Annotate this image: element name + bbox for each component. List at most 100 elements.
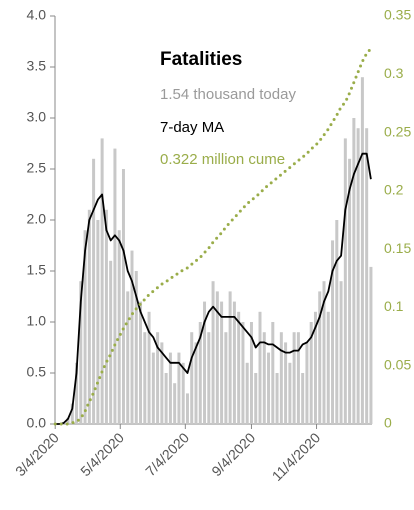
bar [254,373,258,424]
bar [271,322,275,424]
bar [352,118,356,424]
y-tick-label: 4.0 [27,7,47,23]
bar [168,352,172,424]
y-tick-label: 1.0 [27,313,47,329]
bar [365,128,369,424]
bar [288,362,292,424]
bar [275,373,279,424]
bar [66,417,70,424]
bar [258,311,262,424]
bar [326,311,330,424]
bar [279,332,283,424]
y2-tick-label: 0.1 [384,298,404,314]
bar [262,332,266,424]
bar [215,291,219,424]
x-tick-label: 9/4/2020 [208,429,258,479]
bar [331,240,335,424]
bar [207,332,211,424]
bar [173,383,177,424]
bar [339,281,343,424]
bar [143,332,147,424]
bar [313,311,317,424]
bar [203,301,207,424]
bar [160,342,164,424]
bar [232,301,236,424]
bar [109,260,113,424]
bar [369,266,373,424]
x-tick-label: 11/4/2020 [269,429,324,484]
y2-tick-label: 0.2 [384,182,404,198]
bar [245,362,249,424]
bar [181,362,185,424]
bar [147,311,151,424]
bar [104,209,108,424]
bar [177,352,181,424]
bar [360,77,364,424]
bar [75,362,79,424]
y2-tick-label: 0.3 [384,65,404,81]
ma-line [55,152,372,425]
bar [296,332,300,424]
bar [322,281,326,424]
bar [237,311,241,424]
bar [211,281,215,424]
bar [194,342,198,424]
bar [335,220,339,424]
bar [185,393,189,424]
bar [284,342,288,424]
y2-tick-label: 0.25 [384,123,411,139]
bar [70,403,74,424]
y-tick-label: 2.5 [27,160,47,176]
y2-tick-label: 0.15 [384,240,411,256]
y2-tick-label: 0.05 [384,356,411,372]
bar [267,352,271,424]
legend-entry: 1.54 thousand today [160,86,296,103]
bar [100,138,104,424]
bar [198,322,202,424]
bar [220,301,224,424]
bar [309,322,313,424]
bar [224,332,228,424]
bar [156,332,160,424]
bar [241,322,245,424]
legend-entry: 0.322 million cume [160,151,285,168]
bar [318,291,322,424]
bar [164,373,168,424]
y-tick-label: 0.0 [27,415,47,431]
y-tick-label: 3.5 [27,58,47,74]
y-tick-label: 1.5 [27,262,47,278]
bar [87,209,91,424]
bar [305,342,309,424]
bar [151,352,155,424]
cume-line [53,47,373,426]
y-tick-label: 3.0 [27,109,47,125]
bar [249,322,253,424]
bar [96,220,100,424]
bar [343,138,347,424]
bar [228,291,232,424]
x-tick-label: 5/4/2020 [77,429,127,479]
bar [113,148,117,424]
bar [130,250,134,424]
bar [92,158,96,425]
bar [79,281,83,424]
bar [139,301,143,424]
bar [126,291,130,424]
bar [121,169,125,424]
bar [117,230,121,424]
bar [292,332,296,424]
bar [134,271,138,424]
y2-tick-label: 0.35 [384,7,411,23]
x-tick-label: 7/4/2020 [142,429,192,479]
y-tick-label: 2.0 [27,211,47,227]
bar [83,230,87,424]
bar [301,373,305,424]
x-tick-label: 3/4/2020 [12,429,62,479]
y-tick-label: 0.5 [27,364,47,380]
bar [356,128,360,424]
chart-title: Fatalities [160,49,242,70]
bar [190,332,194,424]
y2-tick-label: 0 [384,415,392,431]
bar [348,158,352,425]
